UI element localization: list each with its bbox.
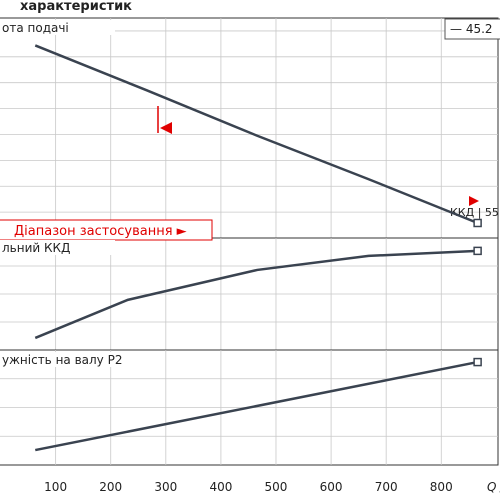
x-tick-label: 200 bbox=[99, 480, 122, 494]
x-tick-label: 700 bbox=[375, 480, 398, 494]
panel-frame bbox=[0, 17, 499, 239]
marker-arrow bbox=[160, 122, 172, 134]
end-point bbox=[473, 246, 482, 256]
range-label: Діапазон застосування ► bbox=[14, 224, 187, 239]
end-point bbox=[473, 218, 482, 228]
chart-title: характеристик bbox=[20, 0, 132, 14]
x-tick-label: 600 bbox=[320, 480, 343, 494]
end-point bbox=[473, 357, 482, 367]
label-bg bbox=[0, 352, 115, 367]
x-tick-label: 400 bbox=[209, 480, 232, 494]
label-bg bbox=[0, 240, 115, 255]
x-tick-label: 300 bbox=[154, 480, 177, 494]
label-bg bbox=[0, 20, 115, 35]
x-tick-label: 800 bbox=[430, 480, 453, 494]
x-tick-label: 100 bbox=[44, 480, 67, 494]
legend-entry: — 45.2 bbox=[450, 22, 493, 36]
x-axis-label: Q / bbox=[487, 480, 500, 494]
legend-box bbox=[444, 18, 500, 40]
panel-label: ужність на валу P2 bbox=[2, 353, 122, 367]
panel-label: ота подачі bbox=[2, 21, 69, 35]
curve bbox=[34, 44, 479, 225]
annotation: ККД | 55 bbox=[450, 206, 499, 219]
curve bbox=[34, 249, 478, 340]
panel-label: льний ККД bbox=[2, 241, 70, 255]
curve bbox=[35, 360, 478, 452]
x-tick-label: 500 bbox=[265, 480, 288, 494]
marker-arrow bbox=[469, 196, 479, 206]
